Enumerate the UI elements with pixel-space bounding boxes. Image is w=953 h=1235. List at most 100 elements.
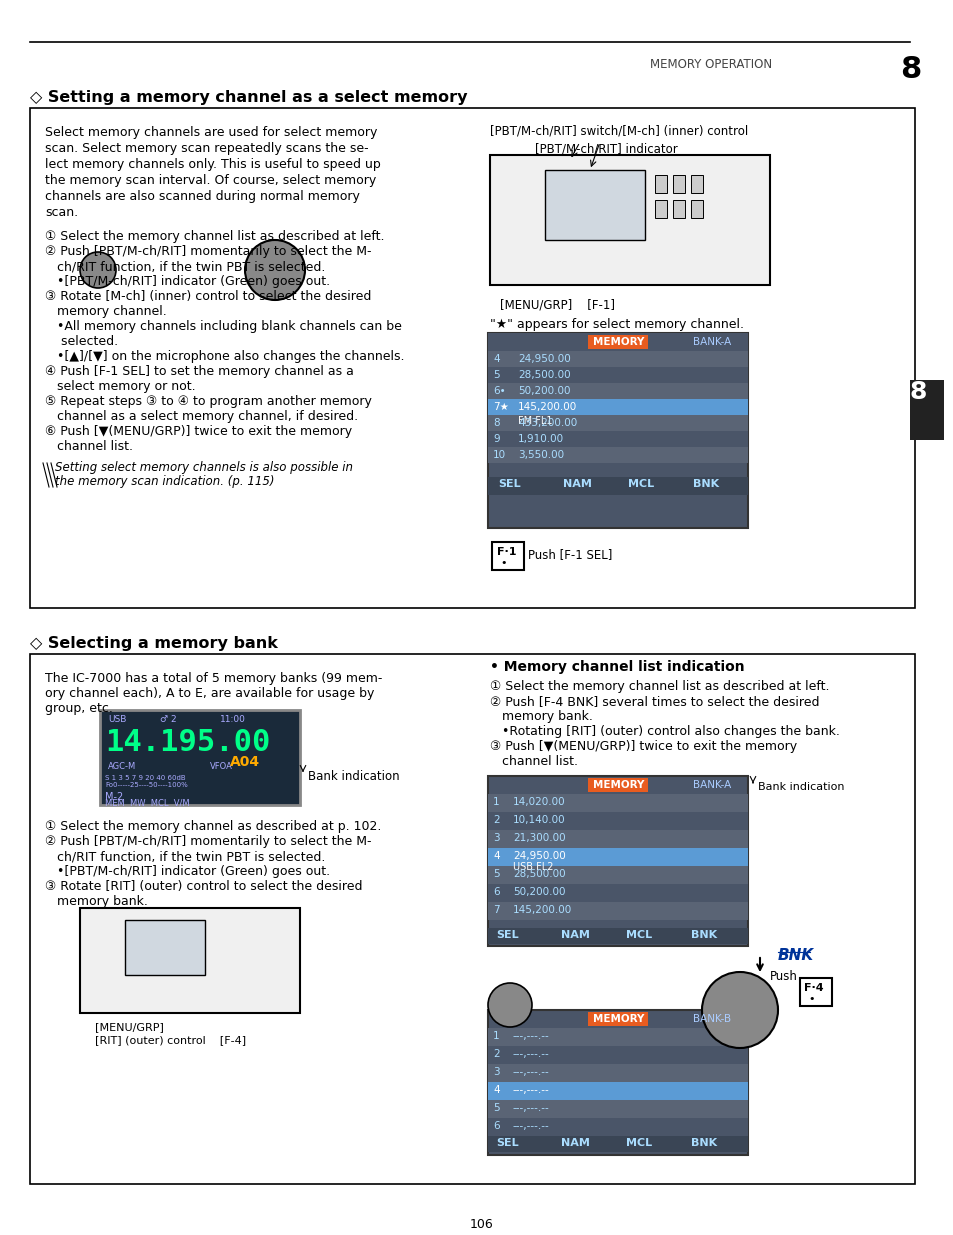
Bar [488, 902, 747, 920]
Text: •[PBT/M-ch/RIT] indicator (Green) goes out.: •[PBT/M-ch/RIT] indicator (Green) goes o… [45, 275, 330, 288]
Text: 8: 8 [909, 380, 926, 404]
Text: Fo0-----25----50----100%: Fo0-----25----50----100% [105, 782, 188, 788]
Text: ---,---.--: ---,---.-- [513, 1067, 549, 1077]
Text: MCL: MCL [625, 1137, 652, 1149]
Text: ---,---.--: ---,---.-- [513, 1121, 549, 1131]
Bar [30, 655, 914, 1184]
Bar [488, 794, 747, 811]
Text: 4: 4 [493, 354, 499, 364]
Bar [30, 107, 914, 608]
Bar [488, 399, 747, 431]
Text: 4: 4 [493, 851, 499, 861]
Bar [488, 884, 747, 902]
Text: 28,500.00: 28,500.00 [517, 370, 570, 380]
Bar [672, 200, 684, 219]
Text: ⑥ Push [▼(MENU/GRP)] twice to exit the memory: ⑥ Push [▼(MENU/GRP)] twice to exit the m… [45, 425, 352, 438]
Text: NAM: NAM [562, 479, 591, 489]
Text: memory bank.: memory bank. [45, 895, 148, 908]
Text: ② Push [PBT/M-ch/RIT] momentarily to select the M-: ② Push [PBT/M-ch/RIT] momentarily to sel… [45, 245, 371, 258]
Text: AGC-M: AGC-M [108, 762, 136, 771]
Text: ◇ Selecting a memory bank: ◇ Selecting a memory bank [30, 636, 277, 651]
Text: 9: 9 [493, 433, 499, 445]
Bar [488, 1010, 747, 1155]
Text: 50,200.00: 50,200.00 [513, 887, 565, 897]
Text: ② Push [F-4 BNK] several times to select the desired: ② Push [F-4 BNK] several times to select… [490, 695, 819, 708]
Bar [672, 175, 684, 193]
Circle shape [701, 972, 778, 1049]
Bar [125, 920, 205, 974]
Text: ch/RIT function, if the twin PBT is selected.: ch/RIT function, if the twin PBT is sele… [45, 261, 325, 273]
Text: memory channel.: memory channel. [45, 305, 167, 317]
Text: Bank indication: Bank indication [758, 782, 843, 792]
Bar [488, 1082, 747, 1100]
Text: Setting select memory channels is also possible in: Setting select memory channels is also p… [55, 461, 353, 474]
Text: 145,200.00: 145,200.00 [513, 905, 572, 915]
Bar [488, 1065, 747, 1082]
Text: [PBT/M-ch/RIT] switch/[M-ch] (inner) control: [PBT/M-ch/RIT] switch/[M-ch] (inner) con… [490, 125, 747, 138]
Text: 24,950.00: 24,950.00 [517, 354, 570, 364]
Bar [800, 978, 831, 1007]
Text: USB FL2: USB FL2 [513, 862, 553, 872]
Text: 3: 3 [493, 1067, 499, 1077]
Text: channel list.: channel list. [45, 440, 132, 453]
Bar [488, 1046, 747, 1065]
Text: 3,550.00: 3,550.00 [517, 450, 563, 459]
Text: ♂ 2: ♂ 2 [160, 715, 176, 724]
Text: Select memory channels are used for select memory: Select memory channels are used for sele… [45, 126, 377, 140]
Text: •[PBT/M-ch/RIT] indicator (Green) goes out.: •[PBT/M-ch/RIT] indicator (Green) goes o… [45, 864, 330, 878]
Text: lect memory channels only. This is useful to speed up: lect memory channels only. This is usefu… [45, 158, 380, 170]
Text: the memory scan interval. Of course, select memory: the memory scan interval. Of course, sel… [45, 174, 375, 186]
Text: Push: Push [769, 969, 797, 983]
Text: 145,200.00: 145,200.00 [517, 403, 577, 412]
Text: 8: 8 [899, 56, 921, 84]
Bar [655, 175, 666, 193]
Bar [587, 778, 647, 792]
Text: •Rotating [RIT] (outer) control also changes the bank.: •Rotating [RIT] (outer) control also cha… [490, 725, 839, 739]
Text: selected.: selected. [45, 335, 118, 348]
Bar [488, 351, 747, 367]
Bar [488, 1100, 747, 1118]
Bar [587, 335, 647, 350]
Text: 24,950.00: 24,950.00 [513, 851, 565, 861]
Text: 7: 7 [493, 905, 499, 915]
Bar [80, 908, 299, 1013]
Bar [488, 431, 747, 447]
Bar [655, 200, 666, 219]
Text: SEL: SEL [496, 930, 518, 940]
Text: 6: 6 [493, 887, 499, 897]
Text: 21,300.00: 21,300.00 [513, 832, 565, 844]
Text: The IC-7000 has a total of 5 memory banks (99 mem-: The IC-7000 has a total of 5 memory bank… [45, 672, 382, 685]
Text: 8: 8 [493, 417, 499, 429]
Bar [488, 848, 747, 876]
Text: ③ Push [▼(MENU/GRP)] twice to exit the memory: ③ Push [▼(MENU/GRP)] twice to exit the m… [490, 740, 797, 753]
Text: [MENU/GRP]: [MENU/GRP] [95, 1023, 164, 1032]
Text: •All memory channels including blank channels can be: •All memory channels including blank cha… [45, 320, 401, 333]
Text: ---,---.--: ---,---.-- [513, 1049, 549, 1058]
Text: ① Select the memory channel list as described at left.: ① Select the memory channel list as desc… [45, 230, 384, 243]
Text: 50,200.00: 50,200.00 [517, 387, 570, 396]
Text: scan. Select memory scan repeatedly scans the se-: scan. Select memory scan repeatedly scan… [45, 142, 368, 156]
Text: MCL: MCL [627, 479, 654, 489]
Bar [488, 811, 747, 830]
Bar [544, 170, 644, 240]
Bar [488, 367, 747, 383]
Text: Bank indication: Bank indication [308, 769, 399, 783]
Text: ◇ Setting a memory channel as a select memory: ◇ Setting a memory channel as a select m… [30, 90, 467, 105]
Text: F·4: F·4 [803, 983, 822, 993]
Text: 4: 4 [493, 1086, 499, 1095]
Text: NAM: NAM [560, 930, 589, 940]
Text: ch/RIT function, if the twin PBT is selected.: ch/RIT function, if the twin PBT is sele… [45, 850, 325, 863]
Text: BANK-B: BANK-B [692, 1014, 730, 1024]
Text: 106: 106 [470, 1218, 494, 1231]
Text: NAM: NAM [560, 1137, 589, 1149]
Text: ③ Rotate [RIT] (outer) control to select the desired: ③ Rotate [RIT] (outer) control to select… [45, 881, 362, 893]
Text: 6: 6 [493, 1121, 499, 1131]
Text: [MENU/GRP]    [F-1]: [MENU/GRP] [F-1] [499, 298, 615, 311]
Text: USB: USB [108, 715, 126, 724]
Circle shape [80, 252, 116, 288]
Text: BANK-A: BANK-A [692, 337, 731, 347]
Text: channel list.: channel list. [490, 755, 578, 768]
Text: 433,200.00: 433,200.00 [517, 417, 577, 429]
Bar [490, 156, 769, 285]
Bar [909, 380, 943, 440]
